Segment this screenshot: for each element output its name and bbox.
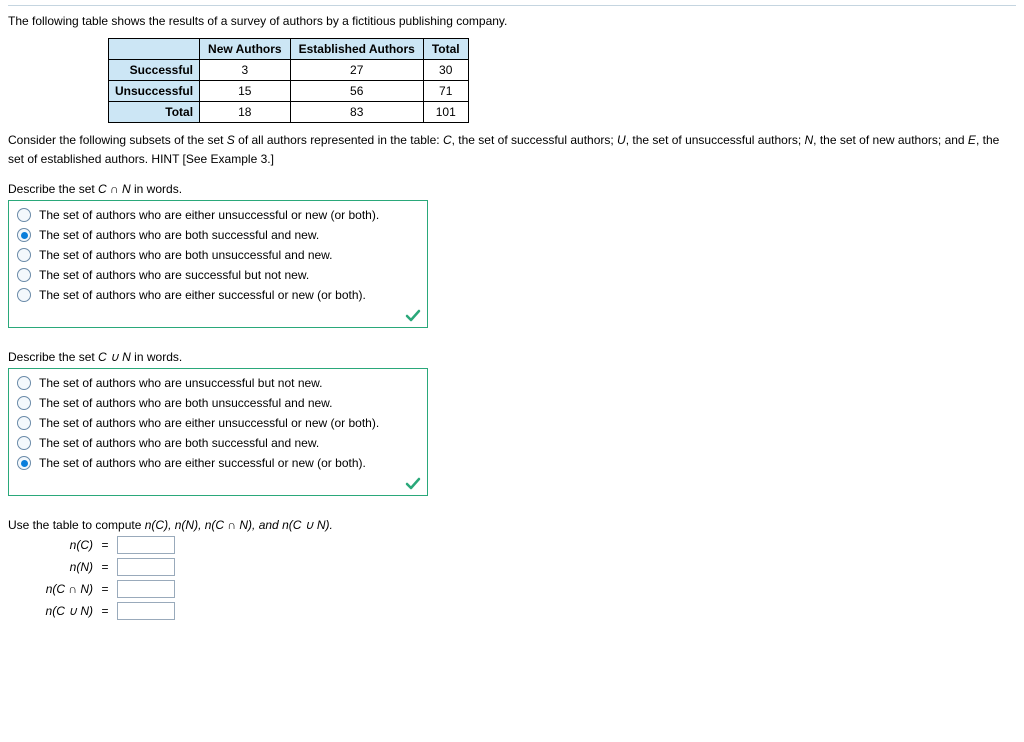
- radio-button[interactable]: [17, 208, 31, 222]
- radio-button[interactable]: [17, 396, 31, 410]
- var-E: E: [968, 133, 976, 147]
- top-rule: [8, 5, 1016, 6]
- option-label: The set of authors who are unsuccessful …: [39, 376, 323, 390]
- option-row[interactable]: The set of authors who are both successf…: [17, 433, 419, 453]
- option-label: The set of authors who are either succes…: [39, 456, 366, 470]
- check-icon: [405, 476, 421, 492]
- cell: 18: [200, 102, 291, 123]
- col-blank: [109, 39, 200, 60]
- col-new: New Authors: [200, 39, 291, 60]
- radio-button[interactable]: [17, 228, 31, 242]
- t: of all authors represented in the table:: [235, 133, 443, 147]
- q2-answer-box: The set of authors who are unsuccessful …: [8, 368, 428, 496]
- explain-text: Consider the following subsets of the se…: [8, 131, 1016, 168]
- cell: 56: [290, 81, 423, 102]
- cell: 101: [423, 102, 468, 123]
- cell: 15: [200, 81, 291, 102]
- radio-button[interactable]: [17, 248, 31, 262]
- cell: 30: [423, 60, 468, 81]
- set-expr: C ∩ N: [98, 182, 131, 196]
- option-row[interactable]: The set of authors who are either unsucc…: [17, 413, 419, 433]
- intro-text: The following table shows the results of…: [8, 14, 1016, 28]
- option-row[interactable]: The set of authors who are both unsucces…: [17, 245, 419, 265]
- option-row[interactable]: The set of authors who are both successf…: [17, 225, 419, 245]
- survey-table: New Authors Established Authors Total Su…: [108, 38, 469, 123]
- check-icon: [405, 308, 421, 324]
- t: Describe the set: [8, 182, 98, 196]
- option-label: The set of authors who are both successf…: [39, 436, 319, 450]
- option-label: The set of authors who are either unsucc…: [39, 208, 379, 222]
- radio-button[interactable]: [17, 376, 31, 390]
- t: , the set of successful authors;: [452, 133, 617, 147]
- answer-input[interactable]: [117, 558, 175, 576]
- cell: 27: [290, 60, 423, 81]
- table-row: Unsuccessful 15 56 71: [109, 81, 469, 102]
- t: Describe the set: [8, 350, 98, 364]
- cell: 3: [200, 60, 291, 81]
- cell: 83: [290, 102, 423, 123]
- t: Use the table to compute: [8, 518, 145, 532]
- compute-row: n(N) =: [18, 558, 1016, 576]
- t: Consider the following subsets of the se…: [8, 133, 227, 147]
- answer-input[interactable]: [117, 580, 175, 598]
- col-established: Established Authors: [290, 39, 423, 60]
- option-row[interactable]: The set of authors who are either succes…: [17, 285, 419, 305]
- var-U: U: [617, 133, 626, 147]
- compute-block: Use the table to compute n(C), n(N), n(C…: [8, 518, 1016, 620]
- q2-prompt: Describe the set C ∪ N in words.: [8, 350, 1016, 364]
- compute-label: n(C): [18, 538, 93, 552]
- radio-button[interactable]: [17, 416, 31, 430]
- compute-label: n(N): [18, 560, 93, 574]
- radio-button[interactable]: [17, 456, 31, 470]
- row-label: Unsuccessful: [109, 81, 200, 102]
- option-label: The set of authors who are both successf…: [39, 228, 319, 242]
- option-label: The set of authors who are both unsucces…: [39, 396, 333, 410]
- set-expr: C ∪ N: [98, 350, 131, 364]
- q1-prompt: Describe the set C ∩ N in words.: [8, 182, 1016, 196]
- q1-answer-box: The set of authors who are either unsucc…: [8, 200, 428, 328]
- option-label: The set of authors who are both unsucces…: [39, 248, 333, 262]
- var-N: N: [804, 133, 813, 147]
- option-row[interactable]: The set of authors who are both unsucces…: [17, 393, 419, 413]
- answer-input[interactable]: [117, 536, 175, 554]
- option-row[interactable]: The set of authors who are successful bu…: [17, 265, 419, 285]
- option-label: The set of authors who are successful bu…: [39, 268, 309, 282]
- compute-row: n(C ∩ N) =: [18, 580, 1016, 598]
- option-label: The set of authors who are either unsucc…: [39, 416, 379, 430]
- option-row[interactable]: The set of authors who are unsuccessful …: [17, 373, 419, 393]
- radio-button[interactable]: [17, 288, 31, 302]
- row-label: Successful: [109, 60, 200, 81]
- equals-sign: =: [99, 560, 111, 574]
- compute-intro: Use the table to compute n(C), n(N), n(C…: [8, 518, 1016, 532]
- compute-label: n(C ∪ N): [18, 604, 93, 618]
- var-C: C: [443, 133, 452, 147]
- t: in words.: [131, 350, 182, 364]
- t: , the set of new authors; and: [813, 133, 968, 147]
- equals-sign: =: [99, 604, 111, 618]
- t: in words.: [131, 182, 182, 196]
- option-row[interactable]: The set of authors who are either succes…: [17, 453, 419, 473]
- compute-label: n(C ∩ N): [18, 582, 93, 596]
- compute-row: n(C) =: [18, 536, 1016, 554]
- equals-sign: =: [99, 582, 111, 596]
- t: , the set of unsuccessful authors;: [626, 133, 805, 147]
- option-row[interactable]: The set of authors who are either unsucc…: [17, 205, 419, 225]
- table-row: Total 18 83 101: [109, 102, 469, 123]
- t: n(C), n(N), n(C ∩ N), and n(C ∪ N).: [145, 518, 333, 532]
- equals-sign: =: [99, 538, 111, 552]
- option-label: The set of authors who are either succes…: [39, 288, 366, 302]
- radio-button[interactable]: [17, 436, 31, 450]
- table-row: Successful 3 27 30: [109, 60, 469, 81]
- radio-button[interactable]: [17, 268, 31, 282]
- cell: 71: [423, 81, 468, 102]
- answer-input[interactable]: [117, 602, 175, 620]
- var-S: S: [227, 133, 235, 147]
- row-label: Total: [109, 102, 200, 123]
- col-total: Total: [423, 39, 468, 60]
- compute-row: n(C ∪ N) =: [18, 602, 1016, 620]
